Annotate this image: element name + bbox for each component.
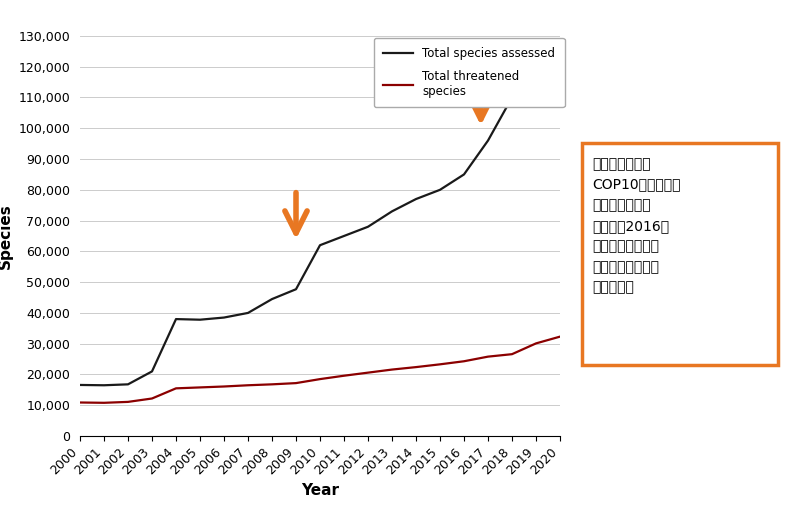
Total threatened
species: [243, 382, 253, 388]
Total species assessed: [387, 208, 397, 214]
Line: Total threatened
species: Total threatened species: [80, 337, 560, 403]
Legend: Total species assessed, Total threatened
species: Total species assessed, Total threatened…: [374, 38, 565, 107]
Total threatened
species: [531, 340, 541, 346]
Total threatened
species: [459, 358, 469, 364]
Total threatened
species: [411, 364, 421, 370]
Total species assessed: [267, 296, 277, 302]
Total species assessed: [99, 382, 109, 388]
Total species assessed: [483, 137, 493, 144]
Total threatened
species: [555, 333, 565, 340]
Total threatened
species: [387, 366, 397, 372]
Line: Total species assessed: Total species assessed: [80, 66, 560, 385]
Total species assessed: [555, 63, 565, 69]
Total threatened
species: [315, 376, 325, 382]
Total species assessed: [363, 224, 373, 230]
Total species assessed: [195, 317, 205, 323]
Total threatened
species: [267, 381, 277, 387]
Total threatened
species: [75, 400, 85, 406]
Total species assessed: [75, 382, 85, 388]
Total threatened
species: [291, 380, 301, 386]
Total threatened
species: [219, 383, 229, 389]
Text: 生物多様性条約
COP10と、トヨタ
とのパートナー
シップ（2016締
結）がレッドリス
トの評価を大きく
後押しした: 生物多様性条約 COP10と、トヨタ とのパートナー シップ（2016締 結）が…: [593, 157, 681, 294]
FancyBboxPatch shape: [582, 143, 778, 365]
Total species assessed: [171, 316, 181, 322]
Total threatened
species: [123, 399, 133, 405]
Total threatened
species: [363, 369, 373, 376]
Total species assessed: [291, 286, 301, 292]
Total species assessed: [531, 76, 541, 82]
Total species assessed: [243, 310, 253, 316]
Total species assessed: [315, 242, 325, 248]
Total threatened
species: [435, 361, 445, 367]
Total species assessed: [459, 171, 469, 177]
X-axis label: Year: Year: [301, 483, 339, 498]
Total species assessed: [435, 187, 445, 193]
Total threatened
species: [171, 385, 181, 391]
Total species assessed: [507, 94, 517, 101]
Total threatened
species: [99, 400, 109, 406]
Total threatened
species: [483, 353, 493, 360]
Total species assessed: [147, 368, 157, 374]
Total species assessed: [411, 196, 421, 202]
Total species assessed: [123, 381, 133, 387]
Total threatened
species: [147, 396, 157, 402]
Total threatened
species: [195, 384, 205, 390]
Total species assessed: [339, 233, 349, 239]
Total species assessed: [219, 314, 229, 321]
Total threatened
species: [339, 372, 349, 379]
Y-axis label: Species: Species: [0, 203, 13, 269]
Total threatened
species: [507, 351, 517, 357]
